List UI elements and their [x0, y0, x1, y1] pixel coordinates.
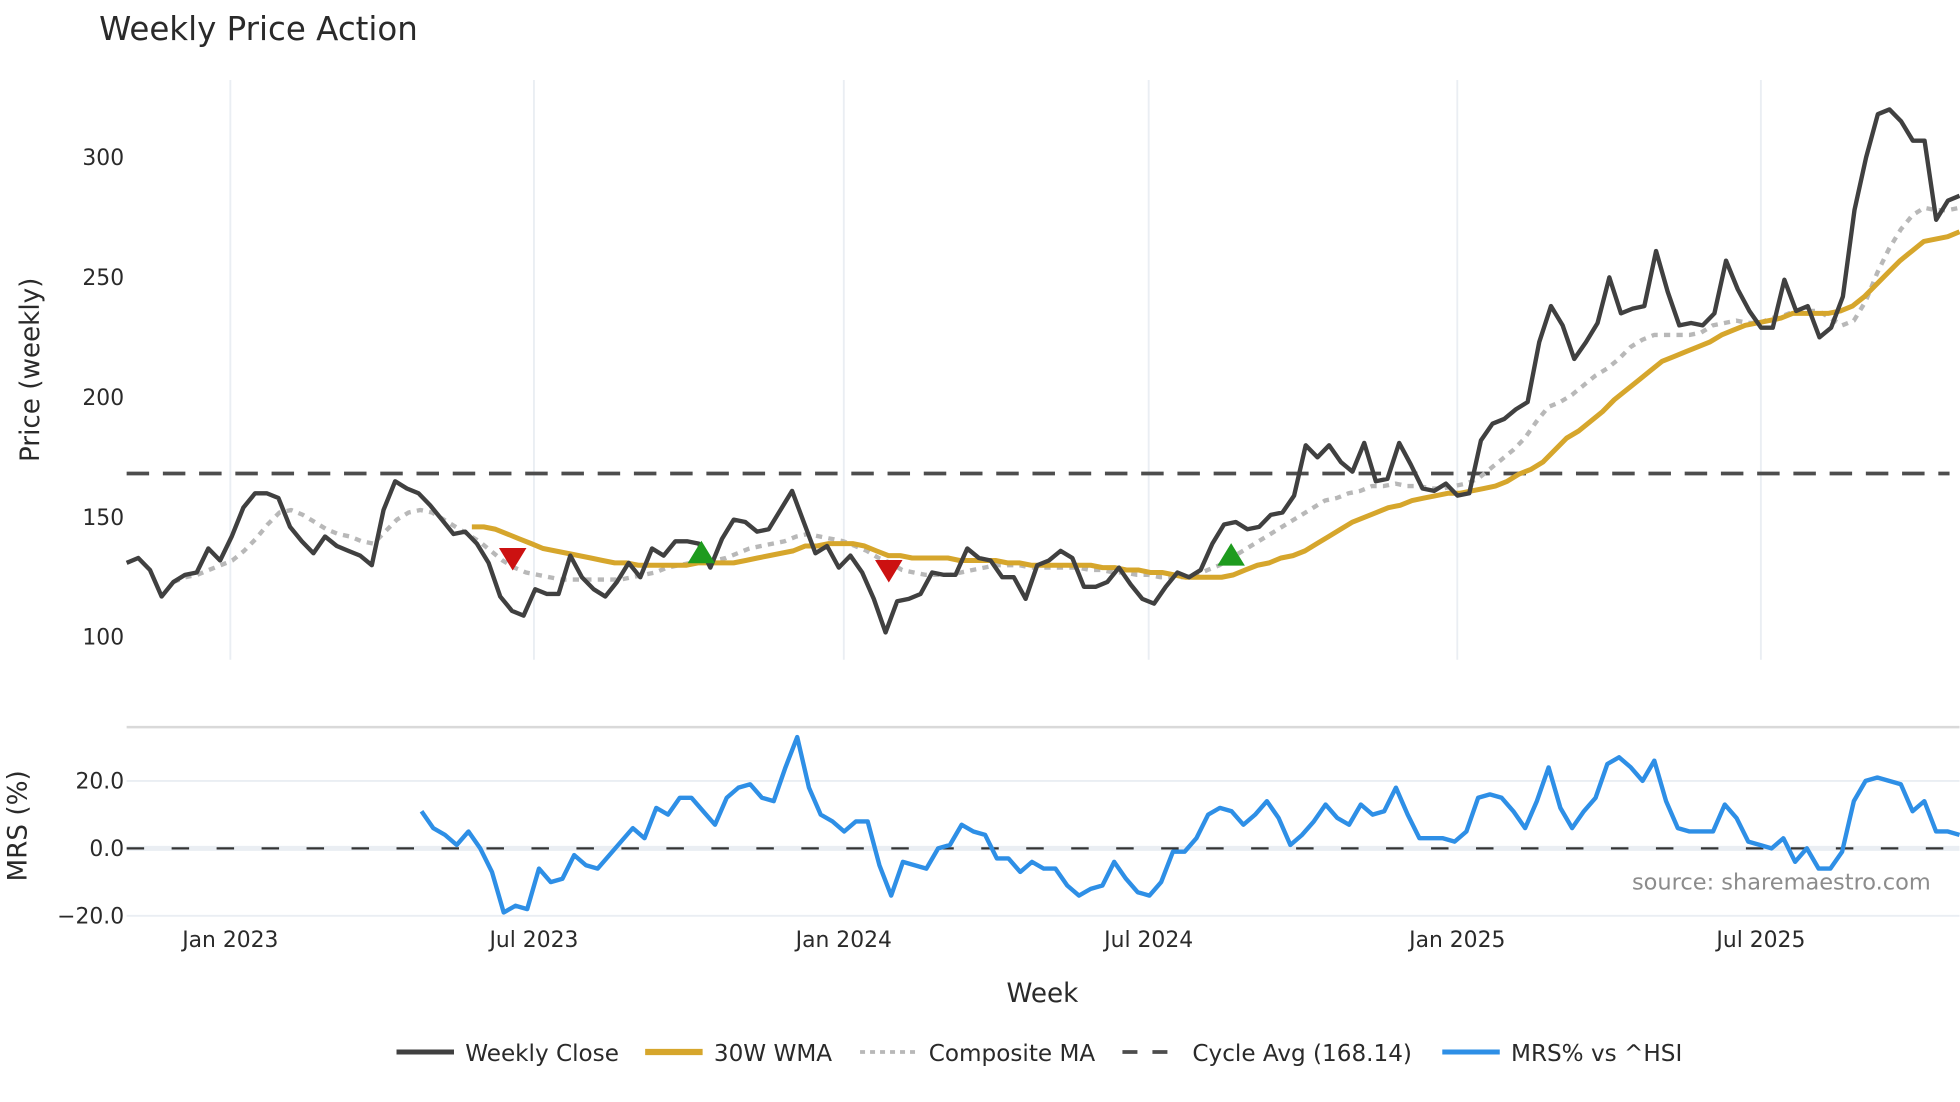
x-tick: Jan 2024 [794, 928, 892, 953]
legend: Weekly Close 30W WMA Composite MA Cycle … [396, 1041, 1682, 1067]
legend-label: Composite MA [929, 1041, 1096, 1067]
mrs-axis-title: MRS (%) [4, 770, 34, 881]
mrs-y-ticks: 20.0 0.0 −20.0 [57, 769, 124, 929]
legend-item-mrs[interactable]: MRS% vs ^HSI [1442, 1041, 1682, 1067]
x-tick: Jul 2023 [487, 928, 578, 953]
legend-label: Weekly Close [465, 1041, 619, 1067]
price-y-ticks: 300 250 200 150 100 [82, 146, 124, 651]
mrs-tick: 20.0 [75, 769, 124, 794]
price-gridlines [229, 79, 1762, 660]
signal-markers [498, 540, 1245, 583]
x-tick: Jul 2024 [1102, 928, 1193, 953]
price-tick: 100 [82, 626, 124, 651]
wma-line [471, 229, 1960, 580]
mrs-line [419, 734, 1960, 915]
x-tick: Jan 2023 [180, 928, 278, 953]
mrs-tick: −20.0 [57, 904, 124, 929]
legend-item-weekly-close[interactable]: Weekly Close [396, 1041, 619, 1067]
price-tick: 200 [82, 386, 124, 411]
legend-item-cycle[interactable]: Cycle Avg (168.14) [1122, 1041, 1412, 1067]
price-series-group [125, 107, 1960, 635]
sell-signal-triangle-down-icon [498, 548, 527, 571]
price-axis-title: Price (weekly) [16, 278, 46, 462]
mrs-series-group [419, 734, 1960, 915]
x-axis-ticks: Jan 2023 Jul 2023 Jan 2024 Jul 2024 Jan … [180, 928, 1805, 953]
x-tick: Jan 2025 [1407, 928, 1505, 953]
mrs-tick: 0.0 [89, 837, 124, 862]
price-tick: 300 [82, 146, 124, 171]
legend-label: Cycle Avg (168.14) [1192, 1041, 1412, 1067]
legend-item-wma[interactable]: 30W WMA [645, 1041, 832, 1067]
price-tick: 250 [82, 266, 124, 291]
buy-signal-triangle-up-icon [1217, 543, 1245, 566]
legend-label: MRS% vs ^HSI [1511, 1041, 1682, 1067]
source-annotation: source: sharemaestro.com [1632, 870, 1931, 896]
legend-label: 30W WMA [714, 1041, 832, 1067]
x-axis-title: Week [1007, 979, 1080, 1009]
price-tick: 150 [82, 506, 124, 531]
x-tick: Jul 2025 [1714, 928, 1805, 953]
chart-title: Weekly Price Action [99, 10, 418, 48]
weekly-close-line [125, 107, 1960, 635]
buy-signal-triangle-up-icon [687, 540, 716, 564]
sell-signal-triangle-down-icon [875, 560, 903, 583]
legend-item-composite[interactable]: Composite MA [860, 1041, 1095, 1067]
composite-ma-line [172, 205, 1960, 585]
